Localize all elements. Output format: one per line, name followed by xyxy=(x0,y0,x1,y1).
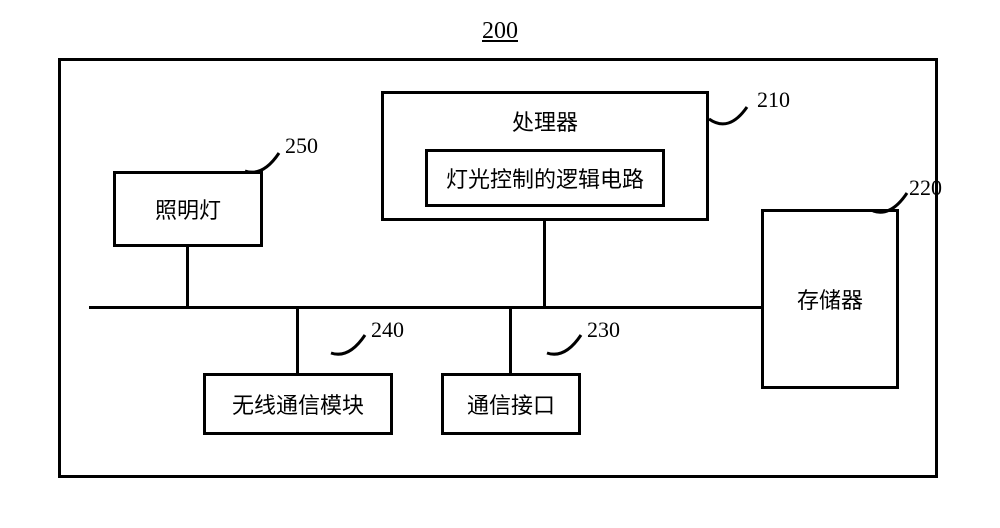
bus-line xyxy=(89,306,761,309)
lamp-ref: 250 xyxy=(285,133,318,159)
comm-interface-ref: 230 xyxy=(587,317,620,343)
processor-block: 处理器 灯光控制的逻辑电路 xyxy=(381,91,709,221)
memory-label: 存储器 xyxy=(797,283,863,315)
diagram-id: 200 xyxy=(482,18,518,45)
comm-interface-label: 通信接口 xyxy=(467,388,555,420)
wireless-block: 无线通信模块 xyxy=(203,373,393,435)
wireless-ref: 240 xyxy=(371,317,404,343)
memory-block: 存储器 xyxy=(761,209,899,389)
processor-ref: 210 xyxy=(757,87,790,113)
comm-interface-block: 通信接口 xyxy=(441,373,581,435)
system-boundary: 处理器 灯光控制的逻辑电路 210 照明灯 250 存储器 220 无线通信模块… xyxy=(58,58,938,478)
processor-title: 处理器 xyxy=(512,105,578,137)
wireless-label: 无线通信模块 xyxy=(232,388,364,420)
logic-circuit-block: 灯光控制的逻辑电路 xyxy=(425,149,665,207)
memory-ref: 220 xyxy=(909,175,942,201)
processor-connector xyxy=(543,221,546,309)
wireless-connector xyxy=(296,306,299,376)
lamp-connector xyxy=(186,247,189,309)
comm-interface-connector xyxy=(509,306,512,376)
lamp-block: 照明灯 xyxy=(113,171,263,247)
lamp-label: 照明灯 xyxy=(155,193,221,225)
